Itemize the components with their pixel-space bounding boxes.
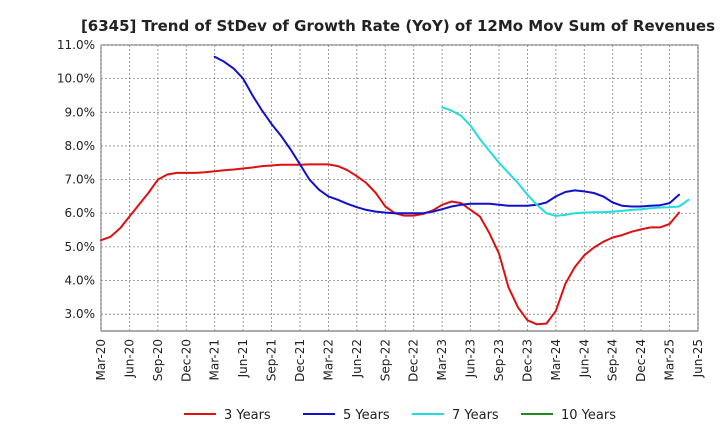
x-tick-label: Mar-24 <box>549 339 563 380</box>
y-tick-label: 6.0% <box>65 206 96 220</box>
x-tick-label: Jun-20 <box>122 339 136 378</box>
legend: 3 Years 5 Years 7 Years 10 Years <box>184 408 616 423</box>
x-tick-label: Mar-23 <box>435 339 449 380</box>
y-tick-label: 9.0% <box>65 105 96 119</box>
x-tick-label: Jun-21 <box>236 339 250 378</box>
series-line-3-years <box>100 163 680 326</box>
y-tick-label: 10.0% <box>57 72 95 86</box>
x-tick-label: Dec-23 <box>520 339 534 382</box>
x-tick-label: Dec-22 <box>407 339 421 382</box>
x-tick-label: Sep-20 <box>151 339 165 381</box>
x-tick-label: Dec-20 <box>179 339 193 382</box>
y-gridlines <box>101 44 698 315</box>
series-line-5-years <box>213 55 680 215</box>
legend-label-7-years: 7 Years <box>452 408 499 423</box>
x-tick-label: Jun-24 <box>577 339 591 378</box>
y-tick-label: 3.0% <box>65 307 96 321</box>
x-tick-label: Sep-21 <box>265 339 279 381</box>
plot-area <box>100 44 699 332</box>
x-tick-label: Dec-21 <box>293 339 307 382</box>
chart-title: [6345] Trend of StDev of Growth Rate (Yo… <box>81 17 715 35</box>
x-tick-label: Jun-25 <box>691 339 705 378</box>
y-tick-label: 7.0% <box>65 173 96 187</box>
x-tick-label: Jun-22 <box>350 339 364 378</box>
series-lines <box>100 55 690 326</box>
x-tick-label: Mar-25 <box>663 339 677 380</box>
x-tick-label: Mar-21 <box>208 339 222 380</box>
x-tick-label: Sep-22 <box>378 339 392 381</box>
legend-label-10-years: 10 Years <box>561 408 616 423</box>
legend-label-3-years: 3 Years <box>224 408 271 423</box>
x-tick-label: Mar-22 <box>321 339 335 380</box>
y-tick-label: 5.0% <box>65 240 96 254</box>
x-tick-label: Dec-24 <box>634 339 648 382</box>
series-line-7-years <box>441 106 690 217</box>
x-axis-tick-labels: Mar-20 Jun-20 Sep-20 Dec-20 Mar-21 Jun-21 Sep-… <box>94 339 705 382</box>
legend-label-5-years: 5 Years <box>343 408 390 423</box>
y-axis-tick-labels: 3.0% 4.0% 5.0% 6.0% 7.0% 8.0% 9.0% 10.0% 11.0% <box>57 38 95 321</box>
x-tick-label: Sep-24 <box>606 339 620 381</box>
x-tick-label: Jun-23 <box>464 339 478 378</box>
y-tick-label: 4.0% <box>65 274 96 288</box>
y-tick-label: 11.0% <box>57 38 95 52</box>
y-tick-label: 8.0% <box>65 139 96 153</box>
x-tick-label: Sep-23 <box>492 339 506 381</box>
x-tick-label: Mar-20 <box>94 339 108 380</box>
